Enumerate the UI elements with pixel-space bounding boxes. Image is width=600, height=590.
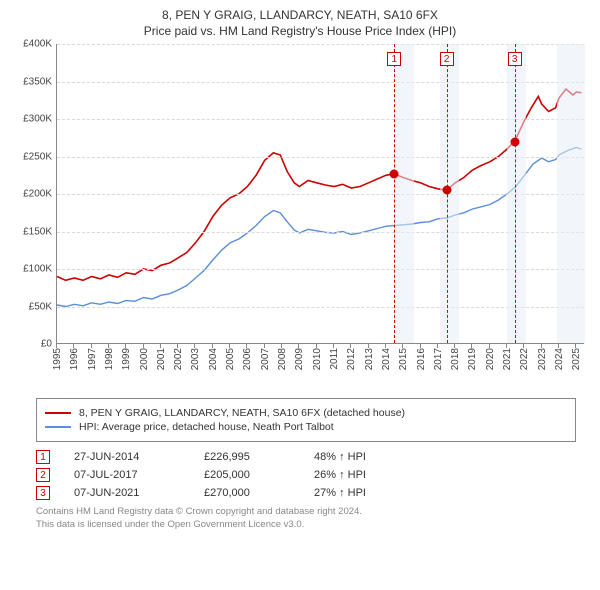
x-tick-label: 2016 [416,348,427,370]
chart-title: 8, PEN Y GRAIG, LLANDARCY, NEATH, SA10 6… [10,8,590,22]
x-tick-label: 2002 [173,348,184,370]
legend-label: 8, PEN Y GRAIG, LLANDARCY, NEATH, SA10 6… [79,407,405,419]
y-tick-label: £150K [23,226,52,237]
sale-badge: 3 [36,486,50,500]
y-tick-label: £200K [23,189,52,200]
y-tick-label: £300K [23,114,52,125]
x-tick-label: 2008 [277,348,288,370]
legend-swatch [45,412,71,414]
x-tick-label: 2024 [554,348,565,370]
y-tick-label: £250K [23,151,52,162]
shaded-region [507,44,526,343]
x-tick-label: 2004 [208,348,219,370]
legend-box: 8, PEN Y GRAIG, LLANDARCY, NEATH, SA10 6… [36,398,576,442]
sale-row: 3 07-JUN-2021£270,00027% ↑ HPI [36,486,576,500]
plot-area: 1 2 3 [56,44,584,344]
x-tick-label: 1997 [87,348,98,370]
x-tick-label: 2015 [398,348,409,370]
footer-line: Contains HM Land Registry data © Crown c… [36,506,576,519]
chart-subtitle: Price paid vs. HM Land Registry's House … [10,24,590,38]
x-axis: 1995199619971998199920002001200220032004… [56,344,584,394]
x-tick-label: 2007 [260,348,271,370]
shaded-region [557,44,585,343]
legend-item: HPI: Average price, detached house, Neat… [45,421,567,433]
sale-price: £226,995 [204,451,314,463]
x-tick-label: 2018 [450,348,461,370]
gridline [57,194,584,195]
x-tick-label: 2017 [433,348,444,370]
x-tick-label: 2025 [571,348,582,370]
x-tick-label: 2001 [156,348,167,370]
legend-item: 8, PEN Y GRAIG, LLANDARCY, NEATH, SA10 6… [45,407,567,419]
x-tick-label: 1998 [104,348,115,370]
sale-badge: 1 [36,450,50,464]
footer-attribution: Contains HM Land Registry data © Crown c… [36,506,576,532]
x-tick-label: 2019 [467,348,478,370]
chart-area: £0£50K£100K£150K£200K£250K£300K£350K£400… [10,44,590,394]
sale-marker-dot [390,169,399,178]
sale-delta: 27% ↑ HPI [314,487,366,499]
sale-marker-dot [442,186,451,195]
gridline [57,232,584,233]
x-tick-label: 2000 [139,348,150,370]
x-tick-label: 2014 [381,348,392,370]
x-tick-label: 2010 [312,348,323,370]
gridline [57,269,584,270]
shaded-region [394,44,413,343]
footer-line: This data is licensed under the Open Gov… [36,519,576,532]
sale-price: £205,000 [204,469,314,481]
sale-badge: 2 [36,468,50,482]
y-tick-label: £50K [29,301,52,312]
gridline [57,82,584,83]
x-tick-label: 1995 [52,348,63,370]
sale-row: 2 07-JUL-2017£205,00026% ↑ HPI [36,468,576,482]
x-tick-label: 2005 [225,348,236,370]
y-tick-label: £0 [41,339,52,350]
sale-marker-dot [510,137,519,146]
x-tick-label: 2011 [329,348,340,370]
sale-marker-badge: 1 [387,52,401,66]
gridline [57,119,584,120]
gridline [57,157,584,158]
sale-marker-badge: 3 [508,52,522,66]
sales-table: 1 27-JUN-2014£226,99548% ↑ HPI 2 07-JUL-201… [36,450,576,500]
series-line [57,148,582,307]
legend-swatch [45,426,71,428]
gridline [57,44,584,45]
x-tick-label: 1996 [69,348,80,370]
x-tick-label: 2003 [190,348,201,370]
y-axis: £0£50K£100K£150K£200K£250K£300K£350K£400… [10,44,56,344]
x-tick-label: 2022 [519,348,530,370]
sale-date: 07-JUL-2017 [74,469,204,481]
y-tick-label: £350K [23,76,52,87]
sale-delta: 26% ↑ HPI [314,469,366,481]
sale-date: 07-JUN-2021 [74,487,204,499]
x-tick-label: 2012 [346,348,357,370]
sale-marker-line [515,44,516,343]
y-tick-label: £400K [23,39,52,50]
x-tick-label: 2020 [485,348,496,370]
x-tick-label: 2006 [242,348,253,370]
sale-delta: 48% ↑ HPI [314,451,366,463]
x-tick-label: 2009 [294,348,305,370]
gridline [57,307,584,308]
x-tick-label: 2023 [537,348,548,370]
x-tick-label: 1999 [121,348,132,370]
sale-row: 1 27-JUN-2014£226,99548% ↑ HPI [36,450,576,464]
x-tick-label: 2021 [502,348,513,370]
legend-label: HPI: Average price, detached house, Neat… [79,421,334,433]
sale-marker-line [394,44,395,343]
series-line [57,89,582,280]
y-tick-label: £100K [23,264,52,275]
sale-marker-badge: 2 [440,52,454,66]
x-tick-label: 2013 [364,348,375,370]
sale-price: £270,000 [204,487,314,499]
sale-date: 27-JUN-2014 [74,451,204,463]
